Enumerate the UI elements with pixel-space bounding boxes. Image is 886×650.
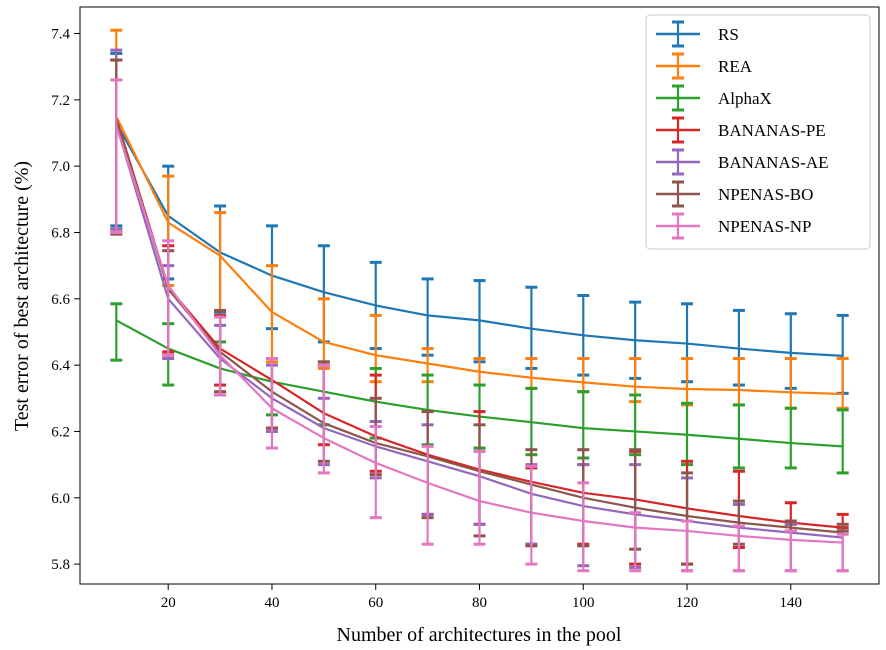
legend-entry: AlphaX xyxy=(656,84,772,112)
y-axis-label: Test error of best architecture (%) xyxy=(11,161,33,431)
x-axis: 20 40 60 80 100 120 140 xyxy=(161,584,802,611)
series-line xyxy=(115,122,843,357)
series-npenas-np xyxy=(110,78,849,573)
legend-label: AlphaX xyxy=(718,89,772,108)
series-layer xyxy=(110,28,849,573)
x-tick-label: 140 xyxy=(780,595,803,611)
x-tick-label: 60 xyxy=(368,595,383,611)
legend-label: RS xyxy=(718,25,739,44)
series-line xyxy=(115,126,843,544)
x-tick-label: 40 xyxy=(264,595,279,611)
series-line xyxy=(115,115,843,396)
y-tick-label: 6.0 xyxy=(51,491,70,507)
y-tick-label: 7.0 xyxy=(51,159,70,175)
legend-entry: NPENAS-NP xyxy=(656,212,812,240)
y-tick-label: 7.4 xyxy=(51,27,70,43)
x-tick-label: 120 xyxy=(676,595,699,611)
x-tick-label: 80 xyxy=(472,595,487,611)
legend-entry: BANANAS-AE xyxy=(656,148,829,176)
legend-entry: BANANAS-PE xyxy=(656,116,826,144)
x-axis-label: Number of architectures in the pool xyxy=(337,624,622,646)
legend-entry: NPENAS-BO xyxy=(656,180,813,208)
legend-label: REA xyxy=(718,57,753,76)
legend-label: BANANAS-PE xyxy=(718,121,826,140)
legend-label: BANANAS-AE xyxy=(718,153,829,172)
y-tick-label: 7.2 xyxy=(51,93,70,109)
legend-label: NPENAS-NP xyxy=(718,217,812,236)
legend-label: NPENAS-BO xyxy=(718,185,813,204)
x-tick-label: 100 xyxy=(572,595,595,611)
x-tick-label: 20 xyxy=(161,595,176,611)
legend: RS REA AlphaX BANANAS-PE BANANAS-AE NPENAS-BO… xyxy=(645,14,871,250)
legend-box xyxy=(645,14,871,250)
legend-entry: REA xyxy=(656,52,753,80)
y-tick-label: 5.8 xyxy=(51,557,70,573)
y-tick-label: 6.6 xyxy=(51,292,70,308)
y-tick-label: 6.8 xyxy=(51,225,70,241)
legend-entry: RS xyxy=(656,20,739,48)
y-axis: 5.8 6.0 6.2 6.4 6.6 6.8 7.0 7.2 7.4 xyxy=(51,27,80,573)
y-tick-label: 6.2 xyxy=(51,424,70,440)
y-tick-label: 6.4 xyxy=(51,358,70,374)
